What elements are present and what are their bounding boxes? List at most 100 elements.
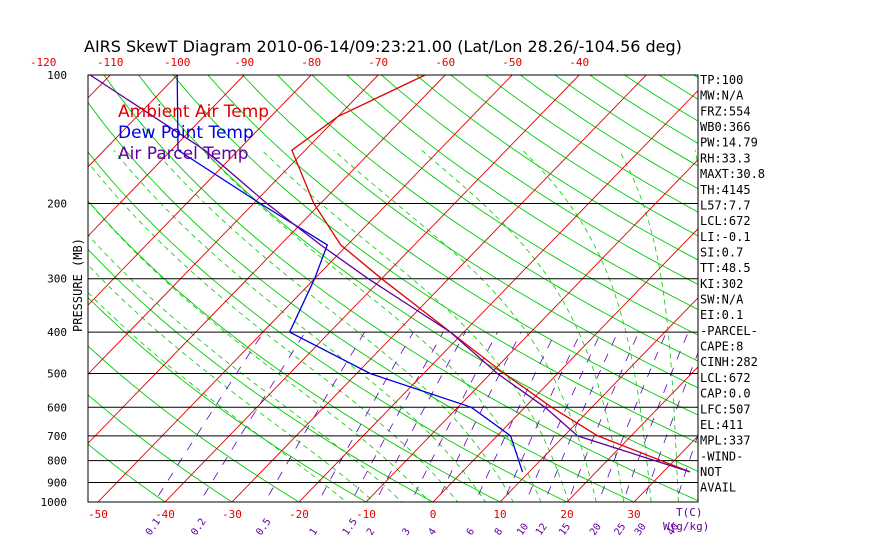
pressure-tick-label: 200 <box>47 198 67 211</box>
index-item: L57:7.7 <box>700 198 751 212</box>
dry-adiabat-line <box>88 296 367 502</box>
isotherm-line <box>97 75 513 502</box>
isotherm-line <box>0 75 43 511</box>
index-item: MW:N/A <box>700 89 744 103</box>
isotherm-line <box>231 75 647 502</box>
isotherm-line <box>88 75 312 306</box>
isotherm-line <box>566 366 698 502</box>
dry-adiabat-line <box>346 75 698 311</box>
pressure-tick-label: 500 <box>47 367 67 380</box>
pressure-tick-label: 100 <box>47 69 67 82</box>
index-item: EI:0.1 <box>700 308 743 322</box>
pressure-tick-label: 300 <box>47 273 67 286</box>
index-item: MPL:337 <box>700 434 751 448</box>
index-item: LCL:672 <box>700 214 751 228</box>
y-axis-label: PRESSURE (MB) <box>71 238 85 332</box>
dry-adiabat-line <box>763 75 870 511</box>
index-item: SW:N/A <box>700 293 744 307</box>
mixing-ratio-line <box>525 331 602 502</box>
legend-parcel-label: Air Parcel Temp <box>118 144 249 164</box>
top-temp-tick-label: -60 <box>435 56 455 69</box>
moist-adiabat-line <box>202 149 542 502</box>
moist-adiabat-line <box>88 200 431 502</box>
profile-series <box>89 75 691 473</box>
bottom-temp-tick-label: -10 <box>356 508 376 521</box>
bottom-temp-tick-label: -30 <box>222 508 242 521</box>
index-item: CAP:0.0 <box>700 387 751 401</box>
index-item: TT:48.5 <box>700 261 751 275</box>
index-item: TH:4145 <box>700 183 751 197</box>
index-item: AVAIL <box>700 481 736 495</box>
top-temp-tick-label: -50 <box>502 56 522 69</box>
mixing-ratio-tick-label: 10 <box>515 522 531 538</box>
top-temp-tick-label: -90 <box>234 56 254 69</box>
dry-adiabat-line <box>798 75 870 511</box>
mixing-ratio-line <box>675 433 698 502</box>
top-temp-tick-label: -120 <box>30 56 57 69</box>
mixing-ratio-tick-label: 30 <box>633 522 649 538</box>
index-item: RH:33.3 <box>700 151 751 165</box>
bottom-temp-tick-label: 30 <box>627 508 640 521</box>
moist-adiabat-line <box>618 150 679 502</box>
mixing-ratio-line <box>410 331 498 502</box>
mixing-ratio-line <box>544 331 619 502</box>
dry-adiabat-line <box>485 75 698 213</box>
mixing-ratio-tick-label: 0.2 <box>189 517 208 538</box>
index-item: MAXT:30.8 <box>700 167 765 181</box>
mixing-ratio-line <box>598 331 667 502</box>
index-item: -PARCEL- <box>700 324 758 338</box>
mixing-ratio-line <box>502 331 582 502</box>
pressure-tick-label: 600 <box>47 401 67 414</box>
mixing-ratio-lines <box>153 331 698 502</box>
isotherm-line <box>365 159 698 502</box>
index-item: LI:-0.1 <box>700 230 751 244</box>
mixing-ratio-tick-label: 20 <box>588 522 604 538</box>
pressure-tick-label: 1000 <box>41 496 68 509</box>
dry-adiabat-line <box>88 200 502 502</box>
top-temp-tick-label: -70 <box>368 56 388 69</box>
mixing-ratio-line <box>622 331 689 502</box>
mixing-ratio-tick-label: 8 <box>493 526 505 537</box>
legend: Ambient Air Temp Dew Point Temp Air Parc… <box>118 102 269 164</box>
isotherm-line <box>826 75 870 511</box>
series-line-0 <box>291 75 691 473</box>
mixing-ratio-line <box>153 331 264 502</box>
mixing-ratio-line <box>350 331 444 502</box>
chart-title: AIRS SkewT Diagram 2010-06-14/09:23:21.0… <box>84 37 682 56</box>
index-item: LFC:507 <box>700 402 751 416</box>
isotherm-line <box>298 90 698 502</box>
dry-adiabat-line <box>311 75 698 336</box>
bottom-temp-tick-label: 0 <box>430 508 437 521</box>
index-item: NOT <box>700 465 722 479</box>
mixing-ratio-tick-label: 2 <box>365 526 377 537</box>
mixing-ratio-tick-label: 12 <box>534 522 550 538</box>
isotherm-line <box>88 75 178 168</box>
isotherm-line <box>759 75 870 511</box>
series-line-2 <box>89 75 691 473</box>
mixing-ratio-line <box>264 331 366 502</box>
mixing-ratio-tick-label: 15 <box>557 522 573 538</box>
index-item: CINH:282 <box>700 355 758 369</box>
dry-adiabat-line <box>381 75 698 285</box>
isotherm-line <box>88 75 111 99</box>
dry-adiabat-line <box>88 345 300 502</box>
mixing-ratio-line <box>436 331 522 502</box>
isotherm-line <box>88 75 379 375</box>
index-item: -WIND- <box>700 449 743 463</box>
index-item: FRZ:554 <box>700 104 751 118</box>
bottom-temp-tick-label: 20 <box>560 508 573 521</box>
dry-adiabat-line <box>520 75 698 190</box>
legend-ambient-label: Ambient Air Temp <box>118 102 269 122</box>
dry-adiabat-line <box>88 443 166 502</box>
isotherm-line <box>633 435 698 502</box>
mixing-ratio-line <box>199 331 306 502</box>
index-item: CAPE:8 <box>700 340 743 354</box>
index-item: LCL:672 <box>700 371 751 385</box>
mixing-ratio-line <box>375 331 466 502</box>
bottom-temp-tick-label: 10 <box>493 508 506 521</box>
mixing-ratio-tick-label: 25 <box>613 522 629 538</box>
mixing-ratio-tick-label: 3 <box>400 526 412 537</box>
